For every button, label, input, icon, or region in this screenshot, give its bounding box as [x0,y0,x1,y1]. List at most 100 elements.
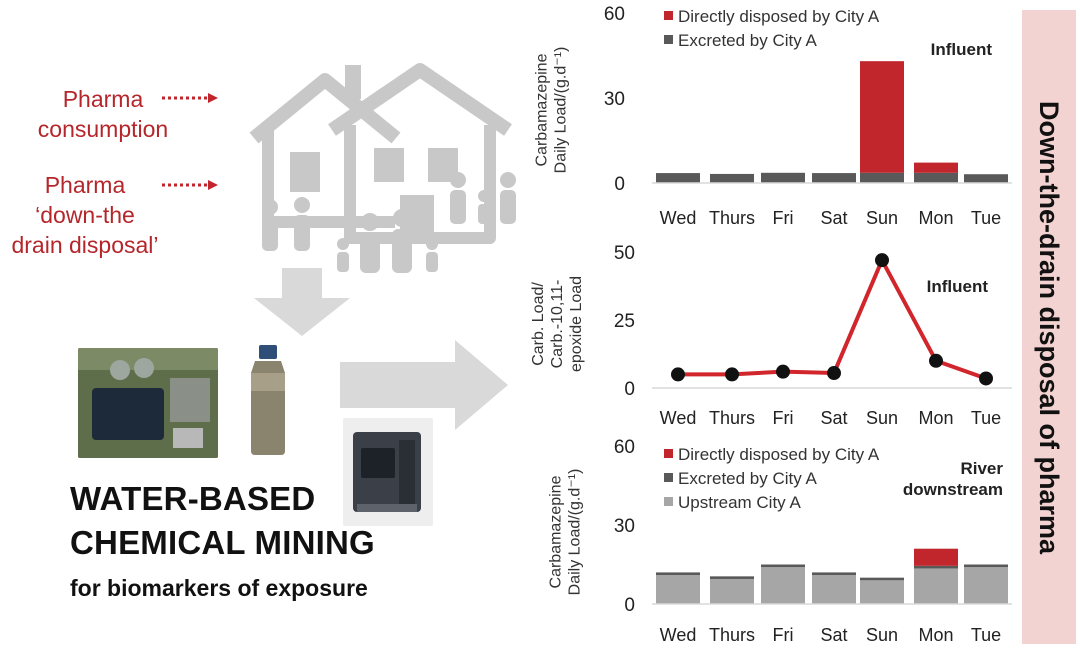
bar-segment-light-grey [914,568,958,604]
panel-annotation: Influent [931,40,993,59]
side-panel [1022,10,1076,644]
side-panel-title: Down-the-drain disposal of pharma [1034,100,1065,554]
label-line: drain disposal’ [11,232,159,258]
y-tick-label: 0 [624,379,635,400]
y-axis-label: Carbamazepine Daily Load/(g.d⁻¹) [534,47,570,174]
legend-label: Directly disposed by City A [678,7,880,26]
x-tick-label: Wed [660,408,697,428]
panel-annotation: Influent [927,277,989,296]
down-arrow-icon [254,268,350,336]
charts-layer: 0 30 60 Carbamazepine Daily Load/(g.d⁻¹) Dire… [530,4,1012,645]
bar-segment-dark-grey [860,172,904,183]
bar-segment-dark-grey [860,577,904,581]
y-tick-label: 0 [624,595,635,616]
treatment-plant-photo [78,348,218,458]
bar-segment-dark-grey [914,172,958,183]
y-tick-label: 50 [614,243,635,264]
bar-segment-dark-grey [656,173,700,183]
label-line: Pharma [62,86,144,112]
houses-icon [249,63,512,244]
y-tick-label: 60 [614,437,635,458]
label-line: consumption [37,116,169,142]
title-line-3: for biomarkers of exposure [70,575,368,601]
bar-segment-dark-grey [964,174,1008,183]
family-icon [262,172,516,273]
data-point [671,367,685,382]
legend-swatch [664,11,673,20]
title-line-1: WATER-BASED [70,480,316,517]
side-panel-text-holder: Down-the-drain disposal of pharma [1022,10,1076,644]
label-line: ‘down-the [35,202,135,228]
x-tick-label: Mon [918,408,953,428]
panel-annotation: River downstream [903,459,1004,499]
bar-segment-red [914,548,958,566]
x-tick-label: Sat [820,408,847,428]
x-tick-label: Mon [918,208,953,228]
x-tick-label: Fri [773,408,794,428]
legend-label: Excreted by City A [678,31,818,50]
x-tick-label: Thurs [709,408,755,428]
bar-segment-dark-grey [812,173,856,183]
bar-segment-dark-grey [964,564,1008,568]
bar-segment-dark-grey [914,565,958,569]
bar-segment-red [860,61,904,173]
dotted-arrow-consumption [162,93,218,103]
x-tick-label: Thurs [709,625,755,645]
x-tick-label: Sat [820,208,847,228]
x-tick-label: Wed [660,625,697,645]
x-tick-label: Tue [971,408,1001,428]
title-line-2: CHEMICAL MINING [70,524,375,561]
x-tick-label: Sun [866,208,898,228]
data-point [776,364,790,379]
dotted-arrow-disposal [162,180,218,190]
x-tick-label: Sat [820,625,847,645]
data-point [979,371,993,386]
bar-segment-dark-grey [656,572,700,576]
legend-swatch [664,497,673,506]
bar-segment-red [914,162,958,173]
y-axis-label: Carbamazepine Daily Load/(g.d⁻¹) [548,469,584,596]
data-point [875,253,889,268]
bar-segment-dark-grey [761,564,805,568]
bar-segment-dark-grey [710,576,754,579]
legend-swatch [664,473,673,482]
y-tick-label: 25 [614,311,635,332]
data-point [725,367,739,382]
x-tick-label: Tue [971,208,1001,228]
x-tick-label: Wed [660,208,697,228]
bar-segment-light-grey [812,575,856,604]
bar-segment-dark-grey [761,172,805,183]
pharma-consumption-label: Pharma consumption [18,84,188,144]
x-tick-label: Fri [773,625,794,645]
x-tick-label: Fri [773,208,794,228]
y-tick-label: 30 [604,89,625,110]
water-sample-bottle-photo [245,343,291,457]
data-point [929,353,943,368]
legend-label: Upstream City A [678,493,801,512]
mass-spectrometer-photo [343,418,433,526]
bar-segment-light-grey [964,567,1008,604]
bar-segment-light-grey [710,578,754,604]
x-tick-label: Thurs [709,208,755,228]
bar-segment-light-grey [656,575,700,604]
y-tick-label: 60 [604,4,625,25]
y-tick-label: 30 [614,516,635,537]
label-line: Pharma [44,172,126,198]
y-axis-label: Carb. Load/Carb.-10,11- epoxide Load [530,276,585,372]
x-tick-label: Mon [918,625,953,645]
legend-label: Excreted by City A [678,469,818,488]
legend-swatch [664,449,673,458]
y-tick-label: 0 [614,174,625,195]
bar-segment-light-grey [860,580,904,604]
x-tick-label: Sun [866,625,898,645]
x-tick-label: Sun [866,408,898,428]
pharma-disposal-label: Pharma ‘down-the drain disposal’ [0,170,170,260]
x-tick-label: Tue [971,625,1001,645]
illustration-layer [162,63,516,430]
legend-swatch [664,35,673,44]
bar-segment-dark-grey [812,572,856,576]
right-arrow-icon [340,340,508,430]
bar-segment-dark-grey [710,173,754,183]
bar-segment-light-grey [761,567,805,604]
